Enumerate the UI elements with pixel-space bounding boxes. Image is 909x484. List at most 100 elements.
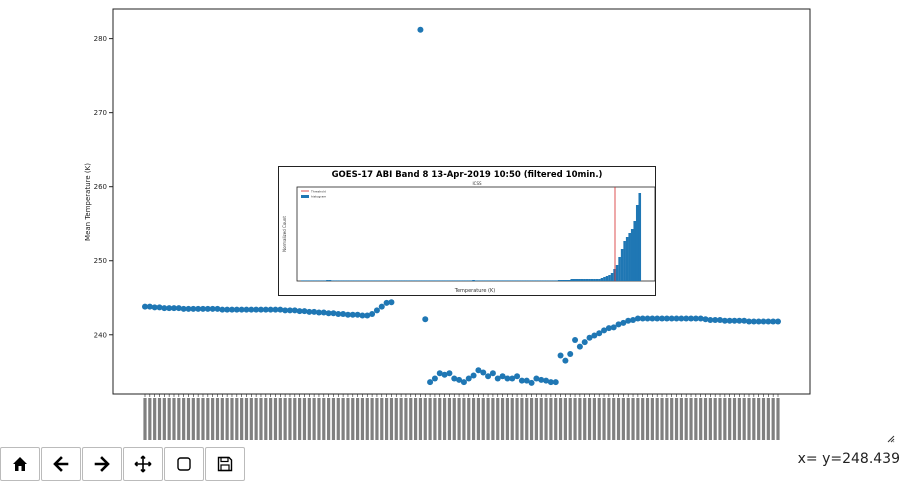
inset-axes-frame xyxy=(296,186,656,282)
scatter-points xyxy=(142,26,781,386)
x-tick-label-illegible xyxy=(689,398,693,440)
x-tick-label-illegible xyxy=(597,398,601,440)
x-tick-label-illegible xyxy=(742,398,746,440)
data-point xyxy=(166,305,173,312)
move-icon xyxy=(134,455,152,473)
x-tick-label-illegible xyxy=(360,398,365,440)
x-tick-label-illegible xyxy=(612,398,616,440)
x-tick-label-illegible xyxy=(592,398,596,440)
data-point xyxy=(673,315,680,322)
back-button[interactable] xyxy=(41,447,81,481)
data-point xyxy=(378,303,385,310)
histogram-bar xyxy=(497,280,501,281)
data-point xyxy=(262,306,269,313)
x-tick-label-illegible xyxy=(573,398,577,440)
data-point xyxy=(649,315,656,322)
save-button[interactable] xyxy=(205,447,245,481)
data-point xyxy=(692,315,699,322)
histogram-bar xyxy=(515,280,518,281)
x-tick-label-illegible xyxy=(254,398,258,440)
zoom-button[interactable] xyxy=(164,447,204,481)
x-tick-label-illegible xyxy=(602,398,606,440)
histogram-bar xyxy=(522,280,526,281)
legend-histogram: histogram xyxy=(311,195,326,199)
data-point xyxy=(388,299,395,306)
histogram-bar xyxy=(348,280,352,281)
data-point xyxy=(659,315,666,322)
histogram-bar xyxy=(517,280,521,281)
data-point xyxy=(499,373,506,380)
data-point xyxy=(315,309,322,316)
x-tick-label-illegible xyxy=(650,398,654,440)
data-point xyxy=(533,375,540,382)
y-tick-label: 250 xyxy=(94,257,107,265)
y-tick-label: 270 xyxy=(94,109,107,117)
histogram-bar xyxy=(431,280,435,281)
x-tick-label-illegible xyxy=(167,398,171,440)
data-point xyxy=(369,311,376,318)
data-point xyxy=(224,306,231,313)
data-point xyxy=(770,318,777,325)
data-point xyxy=(509,375,516,382)
data-point xyxy=(170,305,177,312)
histogram-bar xyxy=(583,279,586,281)
histogram-bar xyxy=(313,280,317,281)
histogram-bar xyxy=(394,280,397,281)
x-tick-label-illegible xyxy=(467,398,471,440)
x-tick-label-illegible xyxy=(298,398,302,440)
histogram-bar xyxy=(321,280,324,281)
pan-button[interactable] xyxy=(123,447,163,481)
histogram-bar xyxy=(381,280,385,281)
x-tick-label-illegible xyxy=(670,398,674,440)
histogram-bar xyxy=(424,280,427,281)
data-point xyxy=(746,318,753,325)
histogram-bar xyxy=(487,280,490,281)
x-tick-label-illegible xyxy=(148,398,152,440)
histogram-bar xyxy=(547,280,551,281)
histogram-bar xyxy=(613,269,616,281)
main-figure: 240 250 260 270 280 Mean Temperature (K) xyxy=(84,8,811,440)
histogram-bar xyxy=(426,280,430,281)
data-point xyxy=(195,305,202,312)
data-point xyxy=(364,312,371,319)
x-tick-label-illegible xyxy=(747,398,751,440)
histogram-bar xyxy=(499,280,503,281)
histogram-bar xyxy=(474,280,478,281)
forward-button[interactable] xyxy=(82,447,122,481)
x-tick-label-illegible xyxy=(645,398,650,440)
histogram-bar xyxy=(492,280,495,281)
histogram-bar xyxy=(593,279,596,281)
x-tick-label-illegible xyxy=(703,398,708,440)
histogram-bar xyxy=(411,280,415,281)
histogram-bar xyxy=(447,280,450,281)
histogram-bar xyxy=(369,280,372,281)
data-point xyxy=(383,299,390,306)
x-tick-label-illegible xyxy=(269,398,273,440)
x-tick-label-illegible xyxy=(684,398,688,440)
histogram-bar xyxy=(356,280,359,281)
histogram-bar xyxy=(301,280,304,281)
x-tick-label-illegible xyxy=(660,398,664,440)
x-tick-label-illegible xyxy=(539,398,543,440)
data-point xyxy=(557,352,564,359)
histogram-bar xyxy=(384,280,387,281)
home-button[interactable] xyxy=(0,447,40,481)
histogram-bar xyxy=(557,280,561,281)
data-point xyxy=(514,373,521,380)
histogram-bar xyxy=(459,280,463,281)
x-tick-label-illegible xyxy=(491,398,495,440)
histogram-bar xyxy=(421,280,425,281)
histogram-bar xyxy=(545,280,548,281)
x-tick-label-illegible xyxy=(302,398,307,440)
x-tick-label-illegible xyxy=(322,398,326,440)
histogram-bar xyxy=(477,280,480,281)
x-tick-label-illegible xyxy=(278,398,282,440)
resize-grip-icon[interactable] xyxy=(887,435,895,443)
x-tick-label-illegible xyxy=(244,398,249,440)
data-point xyxy=(547,379,554,386)
data-point xyxy=(755,318,762,325)
data-point xyxy=(436,370,443,377)
histogram-bar xyxy=(580,279,584,281)
data-point xyxy=(199,305,206,312)
histogram-bar xyxy=(608,275,611,281)
